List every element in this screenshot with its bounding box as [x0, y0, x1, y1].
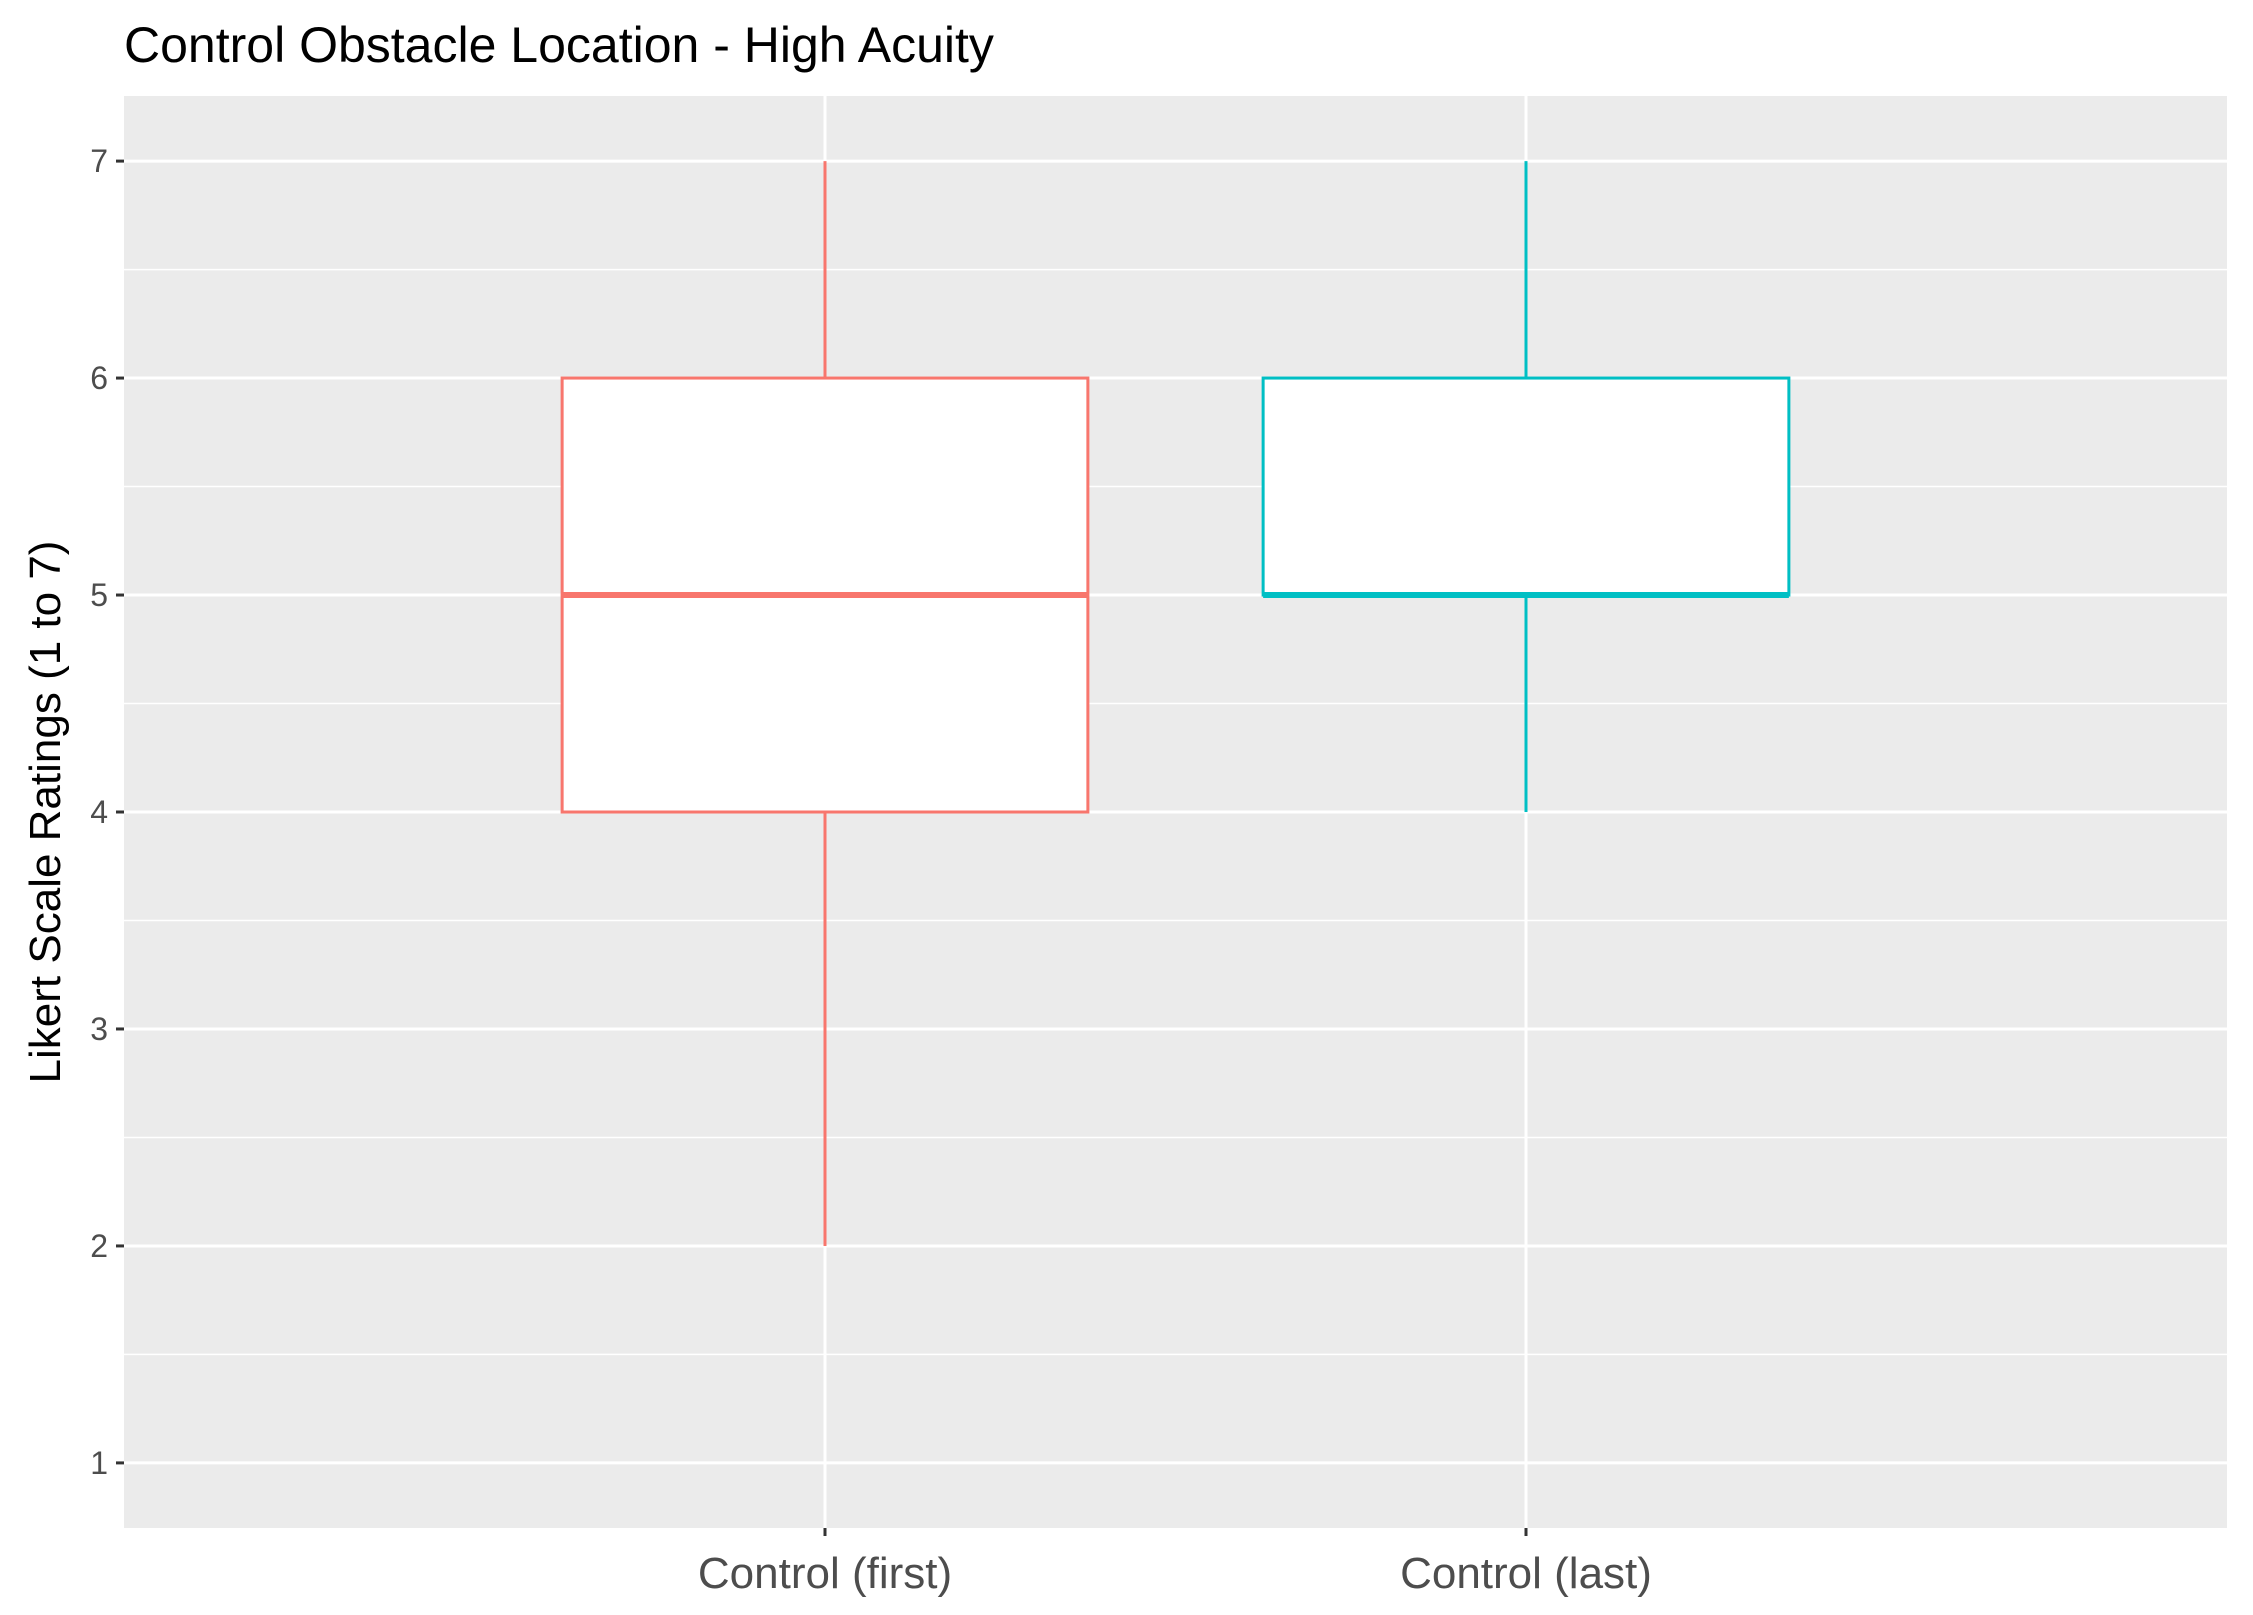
y-tick-label: 3: [90, 1011, 108, 1047]
x-tick-label: Control (first): [698, 1549, 952, 1598]
boxes-layer: [560, 161, 1791, 1246]
x-axis: Control (first) Control (last): [698, 1528, 1652, 1598]
box-1: [560, 161, 1090, 1246]
y-tick-label: 4: [90, 794, 108, 830]
box-body: [1261, 376, 1791, 597]
y-tick-label: 5: [90, 577, 108, 613]
y-axis-label: Likert Scale Ratings (1 to 7): [21, 541, 70, 1084]
y-tick-label: 6: [90, 360, 108, 396]
minor-gridlines: [124, 268, 2227, 1356]
x-tick-label: Control (last): [1400, 1549, 1652, 1598]
y-tick-label: 7: [90, 143, 108, 179]
box-2: [1261, 161, 1791, 812]
y-tick-label: 1: [90, 1445, 108, 1481]
y-tick-label: 2: [90, 1228, 108, 1264]
chart-title: Control Obstacle Location - High Acuity: [124, 17, 994, 73]
y-axis: 1 2 3 4 5 6 7: [90, 143, 124, 1481]
